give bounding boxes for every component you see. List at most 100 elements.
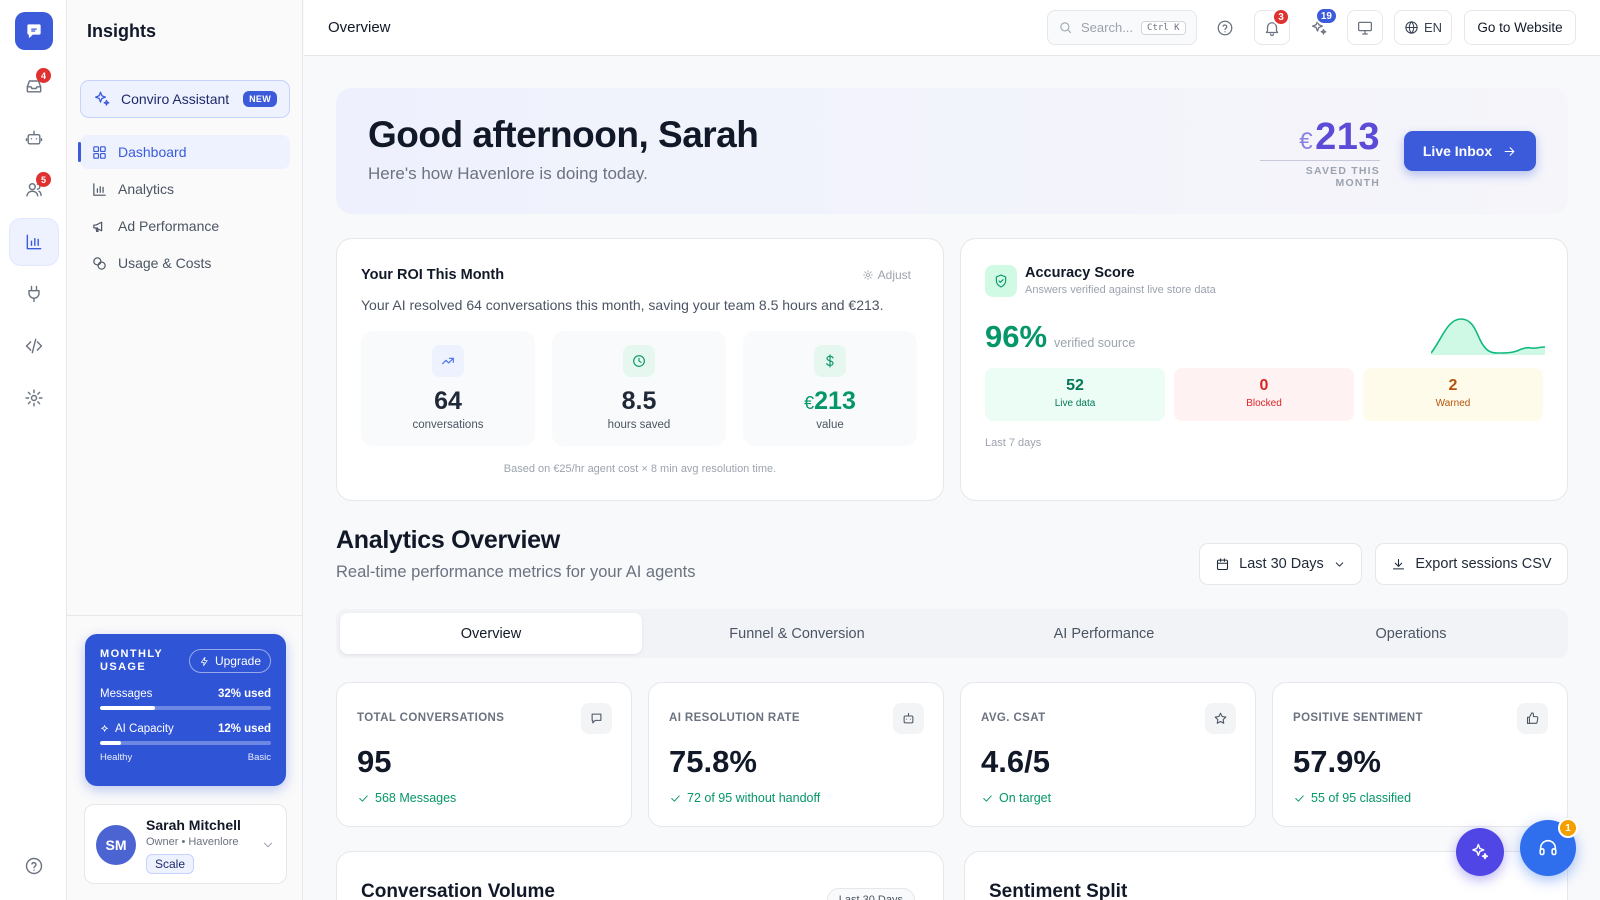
stat-currency: € bbox=[804, 393, 815, 413]
sparkles-icon bbox=[1472, 843, 1489, 860]
bot-icon bbox=[893, 703, 924, 734]
date-range-label: Last 30 Days bbox=[1239, 556, 1324, 572]
search-shortcut: Ctrl K bbox=[1141, 20, 1186, 35]
kpi-positive-sentiment: POSITIVE SENTIMENT 57.9% 55 of 95 classi… bbox=[1272, 682, 1568, 827]
usage-title: MONTHLY USAGE bbox=[100, 648, 163, 673]
kpi-subtext-label: On target bbox=[999, 791, 1052, 805]
range-chip[interactable]: Last 30 Days bbox=[826, 888, 915, 900]
card-title: Sentiment Split bbox=[989, 881, 1128, 900]
chat-logo-icon[interactable] bbox=[15, 12, 53, 50]
bar-chart-icon bbox=[93, 182, 106, 196]
greeting-banner: Good afternoon, Sarah Here's how Havenlo… bbox=[336, 88, 1568, 214]
profile-name: Sarah Mitchell bbox=[146, 817, 241, 833]
stat-label: value bbox=[816, 419, 844, 431]
ai-capacity-label: AI Capacity bbox=[115, 723, 174, 735]
accuracy-card: Accuracy Score Answers verified against … bbox=[960, 238, 1568, 501]
date-range-select[interactable]: Last 30 Days bbox=[1199, 543, 1362, 585]
sparkles-icon bbox=[101, 724, 108, 732]
sidebar-item-analytics[interactable]: Analytics bbox=[80, 172, 290, 206]
accuracy-box-label: Warned bbox=[1435, 398, 1471, 409]
page-title: Overview bbox=[328, 19, 391, 36]
trend-up-icon bbox=[432, 345, 464, 377]
whats-new-button[interactable]: 19 bbox=[1301, 7, 1338, 45]
help-button[interactable] bbox=[1207, 10, 1243, 45]
language-label: EN bbox=[1423, 20, 1443, 35]
notifications-button[interactable]: 3 bbox=[1254, 8, 1290, 45]
display-button[interactable] bbox=[1347, 10, 1383, 45]
saved-currency: € bbox=[1299, 128, 1314, 155]
rail-agents[interactable] bbox=[9, 114, 59, 162]
sidebar-item-usage-costs[interactable]: Usage & Costs bbox=[80, 246, 290, 280]
thumbs-up-icon bbox=[1517, 703, 1548, 734]
monitor-icon bbox=[1357, 21, 1373, 35]
new-badge: NEW bbox=[243, 91, 277, 107]
conviro-assistant-button[interactable]: Conviro Assistant NEW bbox=[80, 80, 290, 118]
accuracy-blocked: 0 Blocked bbox=[1174, 368, 1354, 421]
roi-description: Your AI resolved 64 conversations this m… bbox=[361, 297, 884, 313]
download-icon bbox=[1393, 558, 1405, 569]
user-profile-card[interactable]: SM Sarah Mitchell Owner • Havenlore Scal… bbox=[84, 804, 287, 884]
card-title: Conversation Volume bbox=[361, 881, 555, 900]
icon-rail: 4 5 bbox=[0, 0, 67, 900]
stat-value: 8.5 bbox=[621, 387, 657, 415]
ai-assistant-fab[interactable] bbox=[1456, 828, 1504, 876]
sidebar-item-ad-performance[interactable]: Ad Performance bbox=[80, 209, 290, 243]
conversation-volume-card: Conversation Volume Last 30 Days bbox=[336, 851, 944, 900]
notifications-badge: 3 bbox=[1272, 8, 1290, 26]
live-inbox-button[interactable]: Live Inbox bbox=[1404, 131, 1536, 171]
sparkles-icon bbox=[94, 91, 110, 106]
rail-help[interactable] bbox=[9, 842, 59, 890]
rail-integrations[interactable] bbox=[9, 270, 59, 318]
greeting-subtitle: Here's how Havenlore is doing today. bbox=[368, 164, 648, 183]
go-to-website-button[interactable]: Go to Website bbox=[1464, 10, 1576, 45]
adjust-button[interactable]: Adjust bbox=[862, 268, 911, 282]
accuracy-warned: 2 Warned bbox=[1363, 368, 1543, 421]
rail-settings[interactable] bbox=[9, 374, 59, 422]
rail-insights[interactable] bbox=[9, 218, 59, 266]
message-icon bbox=[581, 703, 612, 734]
tab-overview[interactable]: Overview bbox=[340, 613, 642, 654]
sidebar-item-label: Dashboard bbox=[118, 144, 187, 160]
stat-label: hours saved bbox=[607, 419, 671, 431]
language-selector[interactable]: EN bbox=[1394, 10, 1452, 45]
adjust-label: Adjust bbox=[877, 268, 911, 282]
tab-operations[interactable]: Operations bbox=[1375, 625, 1447, 642]
monthly-usage-card: MONTHLY USAGE Upgrade Messages 32% used … bbox=[85, 634, 286, 786]
plan-badge: Scale bbox=[146, 854, 195, 874]
kpi-label: POSITIVE SENTIMENT bbox=[1293, 712, 1423, 724]
megaphone-icon bbox=[93, 221, 103, 232]
support-chat-fab[interactable]: 1 bbox=[1520, 818, 1578, 876]
profile-role: Owner • Havenlore bbox=[146, 836, 239, 848]
coins-icon bbox=[93, 256, 106, 270]
rail-developer[interactable] bbox=[9, 322, 59, 370]
accuracy-box-label: Blocked bbox=[1246, 398, 1282, 409]
star-icon bbox=[1205, 703, 1236, 734]
export-csv-button[interactable]: Export sessions CSV bbox=[1375, 543, 1568, 585]
sidebar-item-dashboard[interactable]: Dashboard bbox=[78, 135, 290, 169]
clock-icon bbox=[623, 345, 655, 377]
stat-conversations: 64 conversations bbox=[361, 331, 535, 446]
search-input[interactable]: Search... Ctrl K bbox=[1047, 10, 1197, 45]
upgrade-button[interactable]: Upgrade bbox=[188, 649, 271, 673]
greeting-title: Good afternoon, Sarah bbox=[368, 114, 759, 155]
export-label: Export sessions CSV bbox=[1415, 556, 1552, 572]
whats-new-badge: 19 bbox=[1314, 7, 1338, 25]
top-bar: Overview Search... Ctrl K 3 19 EN Go to … bbox=[304, 0, 1600, 56]
check-icon bbox=[359, 794, 368, 802]
stat-label: conversations bbox=[412, 419, 484, 431]
sidebar-item-label: Ad Performance bbox=[118, 218, 220, 234]
kpi-ai-resolution-rate: AI RESOLUTION RATE 75.8% 72 of 95 withou… bbox=[648, 682, 944, 827]
rail-contacts[interactable]: 5 bbox=[9, 166, 59, 214]
tab-ai-performance[interactable]: AI Performance bbox=[1053, 625, 1155, 642]
tab-funnel-conversion[interactable]: Funnel & Conversion bbox=[729, 625, 865, 642]
kpi-subtext-label: 55 of 95 classified bbox=[1311, 791, 1412, 805]
kpi-label: AI RESOLUTION RATE bbox=[669, 712, 800, 724]
accuracy-box-value: 0 bbox=[1259, 377, 1269, 394]
stat-value: 213 bbox=[814, 387, 856, 415]
chevron-down-icon bbox=[264, 842, 272, 848]
saved-this-month: €213 SAVED THIS MONTH bbox=[1260, 116, 1380, 189]
messages-label: Messages bbox=[100, 688, 153, 700]
rail-inbox[interactable]: 4 bbox=[9, 62, 59, 110]
accuracy-box-value: 2 bbox=[1448, 377, 1458, 394]
globe-icon bbox=[1405, 21, 1418, 34]
